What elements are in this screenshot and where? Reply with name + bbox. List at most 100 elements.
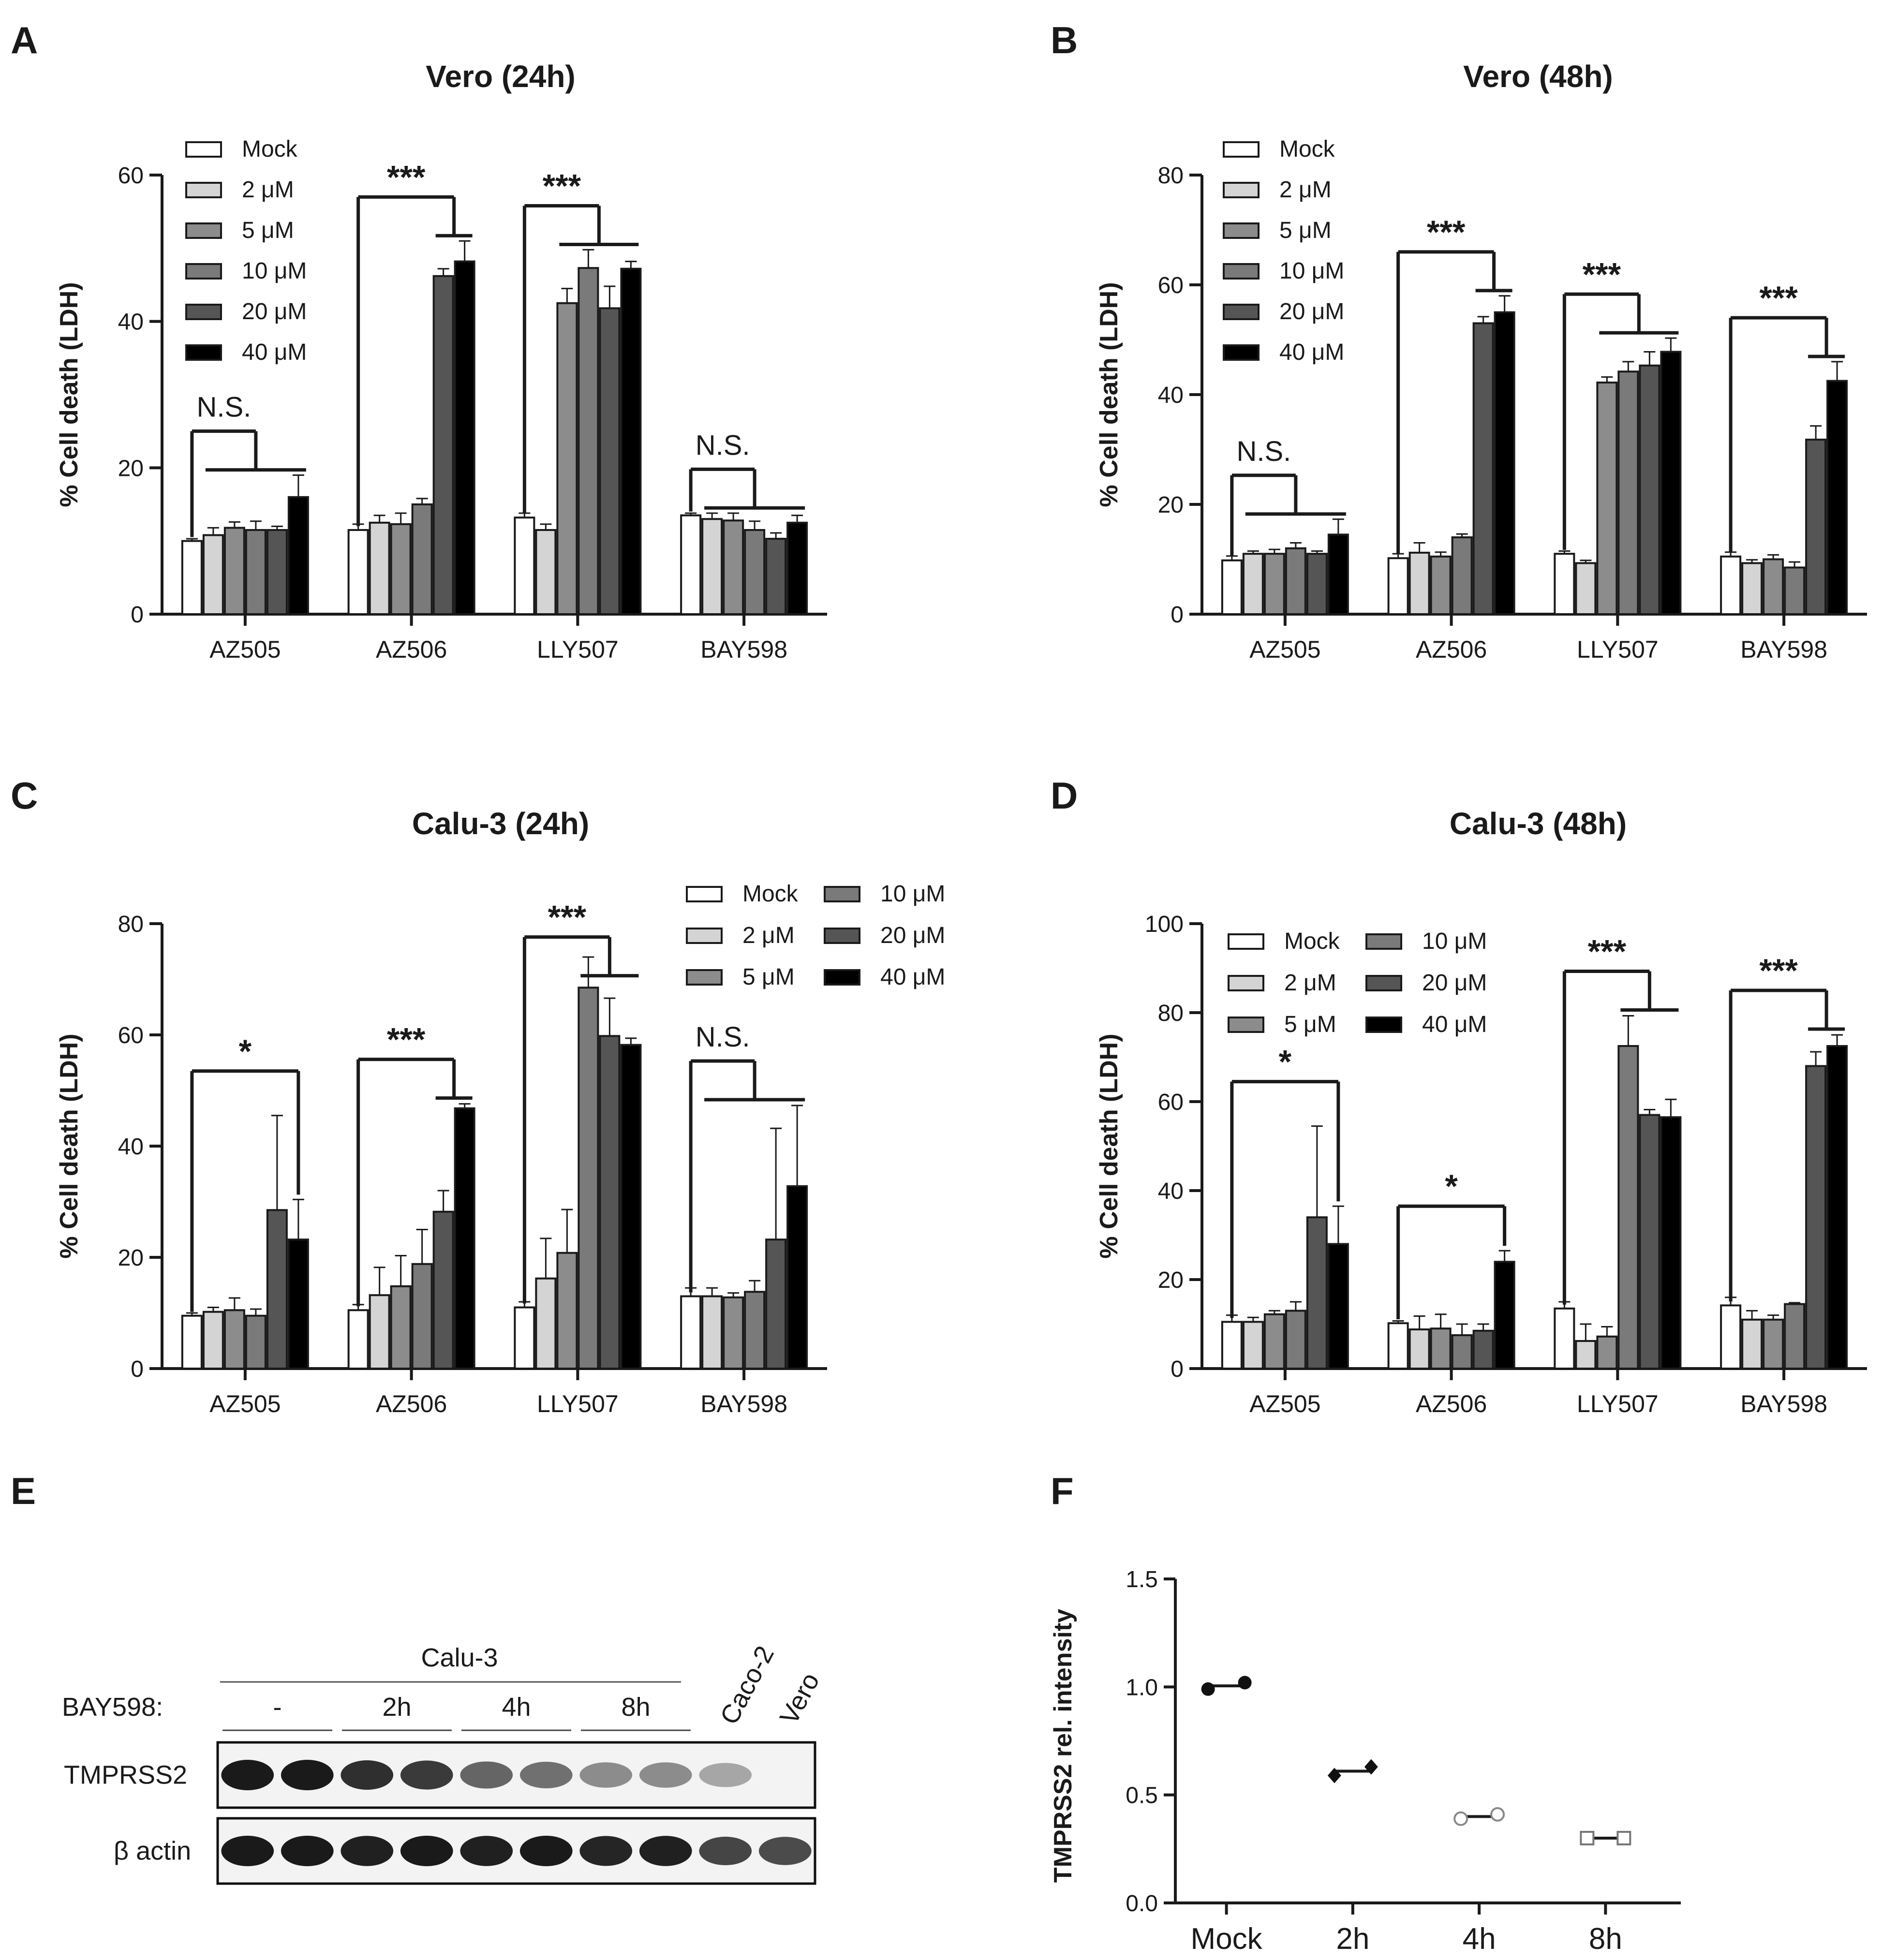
legend-label-40-um: 40 μM bbox=[1279, 339, 1344, 365]
bar-az505-40-um bbox=[1327, 1243, 1349, 1370]
legend-swatch-20-um bbox=[1223, 304, 1260, 320]
blot-treatment-8h: 8h bbox=[621, 1693, 650, 1722]
legend-label-5-um: 5 μM bbox=[242, 218, 294, 243]
y-tick-label: 0.0 bbox=[1126, 1891, 1158, 1916]
legend-label-10-um: 10 μM bbox=[1279, 258, 1344, 284]
significance-bracket-az506: *** bbox=[356, 159, 473, 526]
blot-band bbox=[341, 1836, 394, 1866]
bar-az505-mock bbox=[181, 540, 203, 615]
bar-lly507-mock bbox=[514, 1306, 535, 1370]
blot-band bbox=[400, 1836, 453, 1866]
significance-label: N.S. bbox=[696, 429, 750, 461]
y-tick-label: 0.5 bbox=[1126, 1783, 1158, 1809]
bar-lly507-5-um bbox=[1596, 1335, 1618, 1370]
blot-row-label-tmprss2: TMPRSS2 bbox=[64, 1761, 187, 1790]
bar-az505-10-um bbox=[1285, 547, 1306, 616]
chart-vero-48h: Vero (48h) % Cell death (LDH) 0 20 40 60 80 AZ5… bbox=[1095, 59, 1867, 663]
bar-bay598-40-um bbox=[786, 1185, 808, 1370]
point-mock-1 bbox=[1201, 1682, 1215, 1696]
y-tick-label: 60 bbox=[118, 1023, 144, 1048]
x-tick-label-mock: Mock bbox=[1191, 1922, 1263, 1956]
legend-label-mock: Mock bbox=[742, 881, 799, 907]
legend-label-5-um: 5 μM bbox=[1284, 1012, 1336, 1037]
y-tick-label: 80 bbox=[118, 912, 144, 937]
blot-band bbox=[341, 1760, 394, 1790]
legend-swatch-20-um bbox=[185, 304, 222, 320]
bar-az506-10-um bbox=[1451, 536, 1473, 615]
legend-swatch-10-um bbox=[1365, 933, 1402, 950]
bar-lly507-40-um bbox=[1660, 351, 1682, 615]
significance-label: N.S. bbox=[196, 392, 251, 423]
x-tick-label-lly507: LLY507 bbox=[1577, 1390, 1659, 1417]
bar-bay598-2-um bbox=[701, 518, 723, 616]
legend-swatch-mock bbox=[686, 886, 723, 902]
legend-swatch-20-um bbox=[1365, 975, 1402, 991]
blot-band bbox=[639, 1836, 692, 1866]
legend: Mock 2 μM 5 μM 10 μM 20 μM 40 μM bbox=[185, 136, 307, 365]
blot-band bbox=[460, 1836, 513, 1866]
significance-label: * bbox=[239, 1033, 252, 1070]
bar-az506-mock bbox=[347, 1309, 369, 1370]
blot-treatment-label: BAY598: bbox=[62, 1693, 163, 1722]
significance-label: N.S. bbox=[696, 1021, 750, 1053]
legend-label-2-um: 2 μM bbox=[242, 177, 294, 203]
bar-az505-20-um bbox=[266, 529, 288, 616]
significance-label: *** bbox=[1759, 280, 1798, 316]
x-tick-label-8h: 8h bbox=[1589, 1922, 1622, 1956]
y-tick-label: 80 bbox=[1158, 163, 1184, 189]
bar-az506-40-um bbox=[1494, 311, 1515, 615]
bar-bay598-20-um bbox=[765, 1238, 787, 1370]
significance-label: N.S. bbox=[1236, 436, 1291, 467]
bar-lly507-20-um bbox=[1639, 364, 1660, 615]
panel-letter-f: F bbox=[1051, 1470, 1074, 1512]
bar-lly507-mock bbox=[1554, 1307, 1575, 1370]
significance-label: *** bbox=[1427, 214, 1466, 251]
bar-az505-10-um bbox=[245, 1314, 267, 1370]
bar-az505-2-um bbox=[1242, 1321, 1264, 1370]
significance-bracket-az505: N.S. bbox=[1230, 436, 1346, 557]
significance-label: * bbox=[1445, 1168, 1458, 1205]
blot-row-label-actin: β actin bbox=[114, 1837, 191, 1866]
bar-az506-20-um bbox=[432, 275, 454, 615]
bar-lly507-10-um bbox=[1617, 370, 1639, 616]
bar-lly507-2-um bbox=[1575, 1340, 1597, 1370]
y-axis-label: TMPRSS2 rel. intensity bbox=[1049, 1609, 1077, 1883]
bar-bay598-2-um bbox=[1741, 562, 1763, 615]
legend-swatch-2-um bbox=[1223, 182, 1260, 198]
legend: Mock 2 μM 5 μM 10 μM 20 μM 40 μM bbox=[1228, 928, 1487, 1037]
x-tick-label-az505: AZ505 bbox=[209, 1390, 281, 1417]
significance-bracket-bay598: N.S. bbox=[689, 429, 805, 512]
bar-az506-10-um bbox=[411, 1263, 433, 1370]
bar-lly507-mock bbox=[1554, 553, 1575, 616]
chart-title: Calu-3 (24h) bbox=[412, 806, 589, 841]
legend-swatch-5-um bbox=[1228, 1017, 1264, 1033]
bar-az505-10-um bbox=[1285, 1310, 1306, 1370]
bar-az505-mock bbox=[1221, 559, 1243, 616]
legend-label-mock: Mock bbox=[242, 136, 298, 162]
legend-label-20-um: 20 μM bbox=[1279, 299, 1344, 324]
blot-band bbox=[281, 1836, 334, 1866]
blot-band bbox=[400, 1760, 453, 1790]
bar-bay598-2-um bbox=[701, 1295, 723, 1370]
legend-swatch-2-um bbox=[1228, 975, 1264, 991]
bar-az505-2-um bbox=[1242, 553, 1264, 616]
legend-swatch-5-um bbox=[185, 222, 222, 239]
bar-az506-mock bbox=[347, 529, 369, 616]
bar-bay598-5-um bbox=[723, 519, 744, 615]
blot-band bbox=[519, 1762, 573, 1788]
bar-bay598-5-um bbox=[1763, 1318, 1784, 1370]
y-axis-label: % Cell death (LDH) bbox=[1095, 1033, 1123, 1258]
bar-az505-5-um bbox=[223, 1309, 245, 1370]
bar-az506-mock bbox=[1387, 1322, 1409, 1370]
bar-az505-5-um bbox=[1263, 553, 1285, 616]
significance-bracket-bay598: *** bbox=[1729, 280, 1845, 553]
bar-lly507-2-um bbox=[1575, 562, 1597, 615]
legend-swatch-20-um bbox=[824, 928, 860, 944]
y-tick-label: 60 bbox=[118, 163, 144, 189]
bar-bay598-mock bbox=[1720, 555, 1742, 615]
bar-az505-mock bbox=[1221, 1321, 1243, 1370]
chart-title: Calu-3 (48h) bbox=[1450, 806, 1627, 841]
blot-band bbox=[699, 1763, 752, 1787]
bar-lly507-20-um bbox=[599, 307, 621, 615]
